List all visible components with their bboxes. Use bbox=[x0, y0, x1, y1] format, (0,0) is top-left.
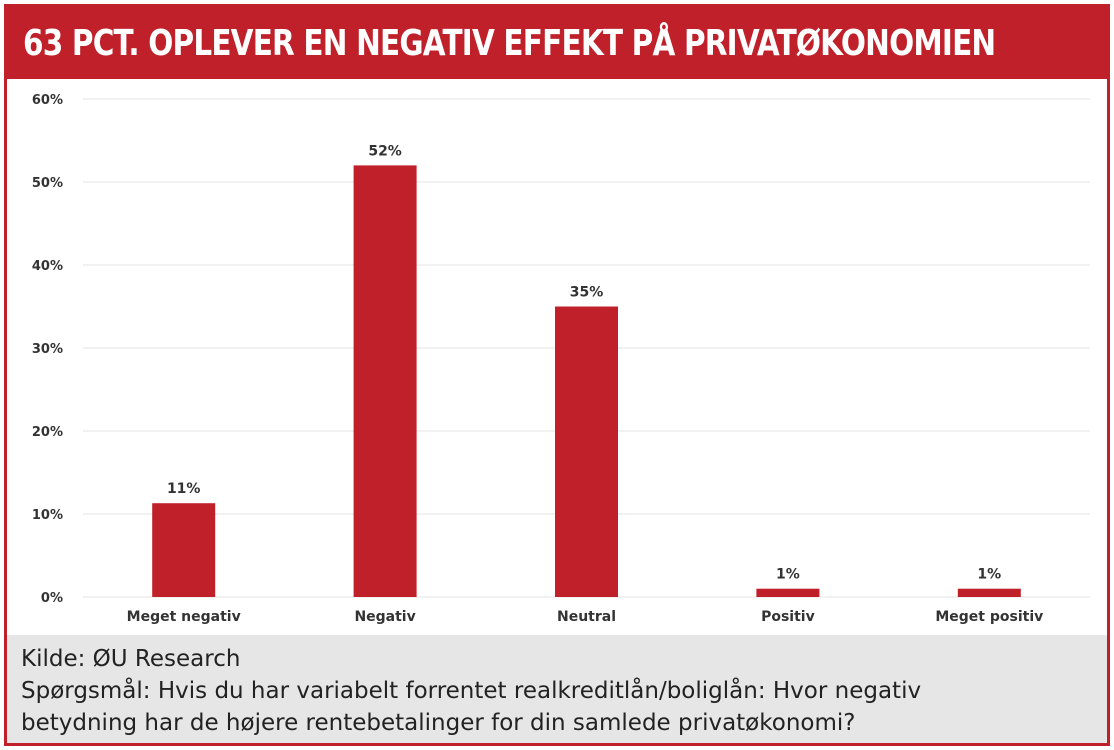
bar bbox=[555, 306, 618, 597]
chart-title: 63 PCT. OPLEVER EN NEGATIV EFFEKT PÅ PRI… bbox=[23, 22, 996, 64]
x-tick-label: Negativ bbox=[354, 609, 415, 625]
data-label: 35% bbox=[570, 285, 604, 301]
title-bar: 63 PCT. OPLEVER EN NEGATIV EFFEKT PÅ PRI… bbox=[7, 7, 1107, 79]
bar bbox=[957, 588, 1021, 597]
y-tick-label: 10% bbox=[32, 508, 63, 523]
x-tick-label: Positiv bbox=[761, 609, 815, 625]
x-tick-label: Neutral bbox=[557, 609, 616, 625]
data-label: 52% bbox=[368, 143, 402, 159]
y-tick-label: 30% bbox=[32, 342, 63, 357]
bar-chart: 0% 10% 20% 30% 40% 50% 60% 11% Meget negativ 52% N… bbox=[32, 93, 1090, 625]
source-text: Kilde: ØU Research bbox=[21, 646, 241, 672]
footer: Kilde: ØU Research Spørgsmål: Hvis du ha… bbox=[7, 635, 1107, 743]
bar bbox=[756, 588, 820, 597]
y-tick-label: 60% bbox=[32, 93, 63, 108]
y-tick-label: 40% bbox=[32, 259, 63, 274]
y-tick-label: 50% bbox=[32, 176, 63, 191]
y-tick-label: 20% bbox=[32, 425, 63, 440]
y-tick-label: 0% bbox=[41, 591, 63, 606]
chart-frame: 63 PCT. OPLEVER EN NEGATIV EFFEKT PÅ PRI… bbox=[4, 4, 1110, 746]
x-tick-label: Meget positiv bbox=[935, 609, 1043, 625]
data-label: 11% bbox=[167, 481, 201, 497]
chart-area: 0% 10% 20% 30% 40% 50% 60% 11% Meget negativ 52% N… bbox=[7, 79, 1107, 635]
data-label: 1% bbox=[977, 567, 1001, 583]
bar bbox=[353, 165, 417, 597]
data-label: 1% bbox=[776, 567, 800, 583]
question-text-line-1: Spørgsmål: Hvis du har variabelt forrent… bbox=[21, 678, 922, 704]
bar bbox=[152, 503, 216, 597]
x-tick-label: Meget negativ bbox=[127, 609, 241, 625]
question-text-line-2: betydning har de højere rentebetalinger … bbox=[21, 710, 856, 736]
